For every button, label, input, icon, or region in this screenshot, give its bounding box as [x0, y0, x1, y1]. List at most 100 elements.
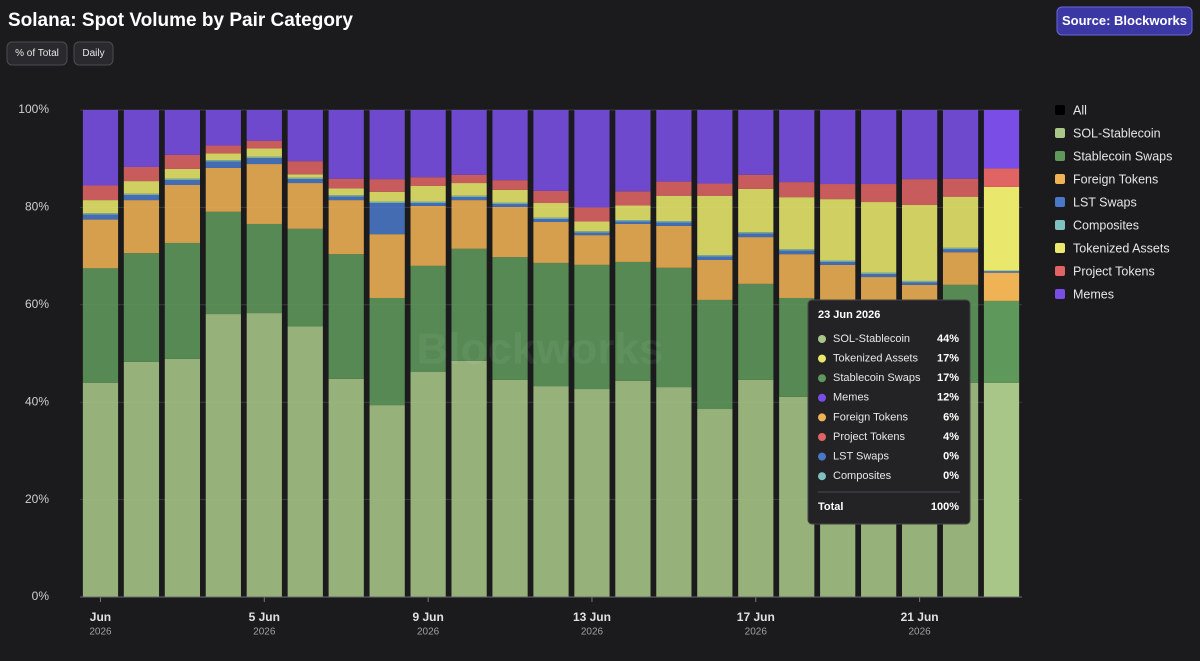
tooltip-item-name: SOL-Stablecoin	[833, 333, 910, 345]
bar-segment	[574, 235, 610, 265]
control-label[interactable]: Daily	[82, 48, 104, 59]
legend-label: Memes	[1073, 287, 1114, 301]
legend-label: Project Tokens	[1073, 264, 1155, 278]
legend-swatch	[1055, 266, 1065, 276]
bar-segment	[369, 110, 405, 180]
bar-segment	[942, 196, 979, 248]
bar-segment	[410, 185, 446, 202]
bar-segment	[123, 193, 160, 196]
bar-segment	[656, 222, 692, 226]
control-label[interactable]: % of Total	[15, 48, 59, 59]
x-tick-sublabel: 2026	[89, 627, 112, 638]
bar-segment	[779, 250, 815, 255]
y-tick-label: 100%	[18, 102, 49, 116]
bar-segment	[492, 203, 528, 207]
bar-segment	[942, 178, 979, 197]
watermark: Blockworks	[417, 325, 664, 374]
bar-segment	[287, 174, 323, 178]
tooltip-item-name: Project Tokens	[833, 431, 905, 443]
bar-segment	[942, 110, 979, 179]
source-label[interactable]: Source: Blockworks	[1062, 13, 1187, 28]
bar-segment	[615, 191, 651, 206]
plot-area: 0% 20% 40% 60% 80% 100% Jun 2026 5 Jun 2026 9 Jun 2…	[18, 102, 1022, 638]
tooltip-box	[807, 299, 971, 525]
bar-segment	[369, 297, 405, 406]
bar-segment	[287, 326, 323, 597]
bar-segment	[369, 201, 405, 204]
bar-segment	[533, 262, 569, 387]
bar-segment	[738, 237, 774, 284]
bar-segment	[287, 177, 323, 180]
bar-segment	[738, 174, 774, 189]
control-button[interactable]	[73, 41, 114, 66]
tooltip-dot	[818, 452, 826, 461]
tooltip-item-name: Composites	[833, 470, 892, 482]
bar-segment	[328, 110, 364, 179]
bar-segment	[533, 219, 569, 223]
legend-label: Composites	[1073, 218, 1139, 232]
bar-segment	[246, 148, 282, 157]
bar-segment	[492, 379, 528, 597]
tooltip-item-name: Tokenized Assets	[833, 353, 918, 365]
bar-segment	[492, 110, 528, 181]
bar-segment	[656, 110, 692, 182]
bar-segment	[451, 174, 487, 184]
bar-segment	[205, 110, 241, 146]
bar-segment	[287, 228, 323, 327]
bar-segment	[533, 222, 569, 263]
bar-segment	[164, 180, 201, 185]
bar-segment	[410, 205, 446, 266]
tooltip-dot	[818, 374, 826, 383]
legend-label: Tokenized Assets	[1073, 241, 1170, 255]
bar-segment	[942, 249, 979, 253]
bar-segment	[738, 110, 774, 175]
legend-label: SOL-Stablecoin	[1073, 126, 1161, 140]
bar-segment	[738, 233, 774, 238]
bar-segment	[246, 156, 282, 159]
bar-segment	[205, 167, 241, 212]
bar-segment	[983, 110, 1020, 169]
x-tick-sublabel: 2026	[745, 627, 768, 638]
bar-segment	[615, 221, 651, 224]
bar-segment	[451, 183, 487, 196]
bar-segment	[287, 179, 323, 184]
bar-segment	[492, 257, 528, 380]
bar-segment	[697, 299, 733, 410]
y-tick-label: 20%	[25, 492, 49, 506]
bar-segment	[779, 182, 815, 198]
tooltip-item-name: Memes	[833, 392, 870, 404]
bar-segment	[123, 181, 160, 194]
bar-segment	[205, 161, 241, 168]
bar-segment	[369, 234, 405, 298]
legend-swatch	[1055, 105, 1065, 115]
bar-segment	[697, 183, 733, 196]
bar-segment	[492, 189, 528, 203]
bar-segment	[983, 186, 1020, 271]
bar-segment	[779, 197, 815, 250]
bar-segment	[779, 249, 815, 251]
bar-segment	[164, 168, 201, 179]
bar-segment	[697, 256, 733, 260]
bar-segment	[328, 188, 364, 196]
y-tick-label: 0%	[32, 589, 50, 603]
bar-segment	[615, 380, 651, 597]
bar-segment	[164, 178, 201, 181]
tooltip-item-value: 0%	[943, 470, 959, 482]
bar-segment	[246, 313, 282, 597]
bar-segment	[328, 195, 364, 197]
bar-segment	[942, 252, 979, 285]
bar-segment	[574, 231, 610, 233]
bar-segment	[410, 201, 446, 204]
bar-segment	[82, 110, 119, 186]
source-button[interactable]	[1056, 6, 1193, 36]
x-tick-sublabel: 2026	[417, 627, 440, 638]
control-button[interactable]	[6, 41, 68, 66]
bar-segment	[574, 232, 610, 236]
bar-segment	[901, 110, 938, 180]
x-tick-sublabel: 2026	[581, 627, 604, 638]
bar-segment	[492, 180, 528, 190]
bar-segment	[164, 154, 201, 169]
tooltip-item-name: LST Swaps	[833, 451, 890, 463]
bar-segment	[287, 183, 323, 229]
